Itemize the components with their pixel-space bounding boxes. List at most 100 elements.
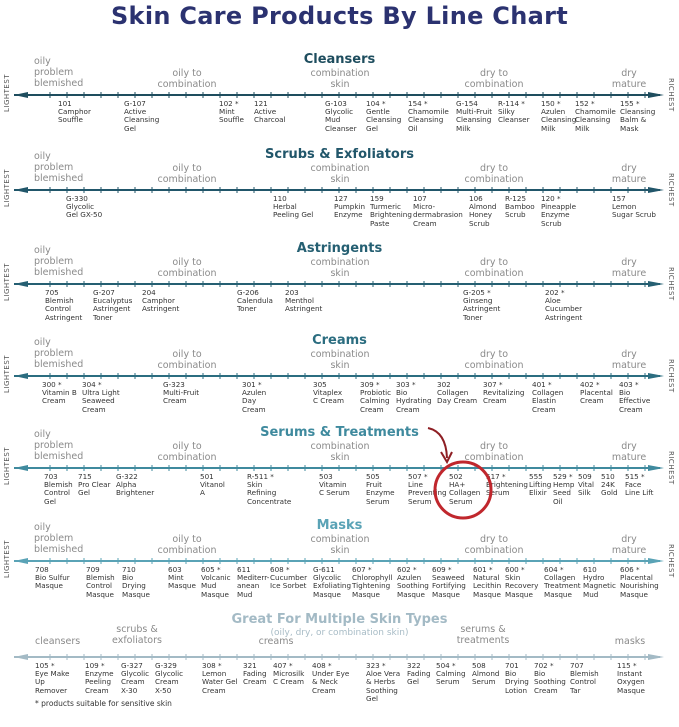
product-code: 555 (529, 472, 543, 481)
product-code: 715 (78, 472, 92, 481)
product-name: Blemish Control Gel (44, 480, 73, 506)
product-name: HA+ Collagen Serum (449, 480, 481, 506)
product-code: 109 * (85, 661, 105, 670)
product-label: 508 Almond Serum (472, 661, 499, 687)
product-name: Herbal Peeling Gel (273, 202, 314, 220)
product-name: Glycolic Exfoliating Masque (313, 573, 352, 599)
product-name: Multi-Fruit Cleansing Milk (456, 107, 493, 133)
arrow-right-icon (648, 465, 664, 471)
product-code: 708 (35, 565, 49, 574)
product-code: 503 (319, 472, 333, 481)
product-name: Vitamin B Cream (42, 388, 77, 406)
product-code: 202 * (545, 288, 565, 297)
axis-line (14, 465, 664, 471)
product-name: Azulen Day Cream (242, 388, 267, 414)
section-title: Masks (316, 518, 363, 533)
product-code: 115 * (617, 661, 637, 670)
product-name: Lemon Water Gel Cream (202, 669, 238, 695)
product-code: 152 * (575, 99, 595, 108)
section-title: Great For Multiple Skin Types (231, 612, 448, 627)
product-code: 155 * (620, 99, 640, 108)
product-label: 403 * Bio Effective Cream (619, 380, 650, 414)
product-code: R-114 * (498, 99, 525, 108)
product-code: G-107 (124, 99, 146, 108)
product-name: Hydro Magnetic Mud (583, 573, 616, 599)
product-name: 24K Gold (601, 480, 618, 498)
skin-dry: dry mature (611, 257, 647, 279)
skin-oily-combination: oily to combination (157, 68, 217, 90)
section-subtitle: (oily, dry, or combination skin) (270, 628, 409, 638)
product-code: 110 (273, 194, 287, 203)
lightest-label: LIGHTEST (3, 539, 11, 578)
product-code: 120 * (541, 194, 561, 203)
product-label: 303 * Bio Hydrating Cream (396, 380, 432, 414)
product-label: 402 * Placental Cream (580, 380, 613, 406)
skin-oily-combination: oily to combination (157, 441, 217, 463)
product-code: 604 * (544, 565, 564, 574)
product-label: 110 Herbal Peeling Gel (273, 194, 314, 220)
product-name: Bio Soothing Cream (534, 669, 566, 695)
product-label: 605 * Volcanic Mud Masque (201, 565, 231, 599)
section-cleansers: Cleansers oily problem blemished oily to c… (0, 50, 679, 150)
product-name: Calendula Toner (237, 296, 273, 314)
product-code: 401 * (532, 380, 552, 389)
product-name: Active Charcoal (254, 107, 286, 125)
product-code: 150 * (541, 99, 561, 108)
product-code: 121 (254, 99, 268, 108)
product-code: 309 * (360, 380, 380, 389)
richest-label: RICHEST (667, 267, 675, 301)
product-name: Skin Refining Concentrate (247, 480, 292, 506)
section-title: Astringents (296, 241, 383, 256)
product-label: G-205 * Ginseng Astringent Toner (463, 288, 500, 322)
product-label: 505 Fruit Enzyme Serum (366, 472, 395, 506)
product-code: G-323 (163, 380, 185, 389)
product-label: G-322 Alpha Brightener (116, 472, 154, 498)
product-code: 157 (612, 194, 626, 203)
arrow-left-icon (14, 558, 28, 564)
product-code: 509 (578, 472, 592, 481)
product-code: 321 (243, 661, 257, 670)
product-label: 101 Camphor Souffle (58, 99, 91, 125)
product-name: Mediterr- anean Mud (237, 573, 270, 599)
axis-line (14, 92, 664, 98)
section-masks: Masks oily problem blemished oily to combi… (0, 516, 679, 616)
product-name: Menthol Astringent (285, 296, 323, 314)
product-name: Mint Masque (168, 573, 196, 591)
product-label: 609 * Seaweed Fortifying Masque (432, 565, 466, 599)
section-creams: Creams oily problem blemished oily to comb… (0, 331, 679, 431)
skin-oily: oily problem blemished (34, 56, 84, 89)
product-name: Line Preventing Serum (408, 480, 447, 506)
product-code: G-154 (456, 99, 478, 108)
product-label: 157 Lemon Sugar Scrub (612, 194, 656, 220)
arrow-left-icon (14, 187, 28, 193)
product-name: Ultra Light Seaweed Cream (82, 388, 120, 414)
product-label: 708 Bio Sulfur Masque (35, 565, 70, 591)
product-code: 603 (168, 565, 182, 574)
product-code: 710 (122, 565, 136, 574)
section-serums-treatments: Serums & Treatments oily problem blemishe… (0, 423, 679, 523)
product-name: Microsilk C Cream (273, 669, 305, 687)
product-name: Multi-Fruit Cream (163, 388, 200, 406)
product-label: 307 * Revitalizing Cream (483, 380, 524, 406)
product-name: Azulen Soothing Masque (397, 573, 429, 599)
product-label: G-103 Glycolic Mud Cleanser (325, 99, 357, 133)
product-name: Calming Serum (436, 669, 466, 687)
product-label: 705 Blemish Control Astringent (45, 288, 82, 322)
product-label: 300 * Vitamin B Cream (42, 380, 77, 406)
product-label: 121 Active Charcoal (254, 99, 286, 125)
product-code: R-125 (505, 194, 527, 203)
product-code: 407 * (273, 661, 293, 670)
product-code: 127 (334, 194, 348, 203)
axis-line (14, 654, 664, 660)
product-label: 701 Bio Drying Lotion (505, 661, 529, 695)
product-label: 322 Fading Gel (407, 661, 431, 687)
product-name: Vitamin C Serum (319, 480, 350, 498)
product-label: 710 Bio Drying Masque (122, 565, 150, 599)
richest-label: RICHEST (667, 359, 675, 393)
richest-label: RICHEST (667, 78, 675, 112)
product-code: 707 (570, 661, 584, 670)
lightest-label: LIGHTEST (3, 446, 11, 485)
product-code: 703 (44, 472, 58, 481)
section-scrubs-exfoliators: Scrubs & Exfoliators oily problem blemish… (0, 145, 679, 245)
section-title: Scrubs & Exfoliators (265, 147, 414, 162)
